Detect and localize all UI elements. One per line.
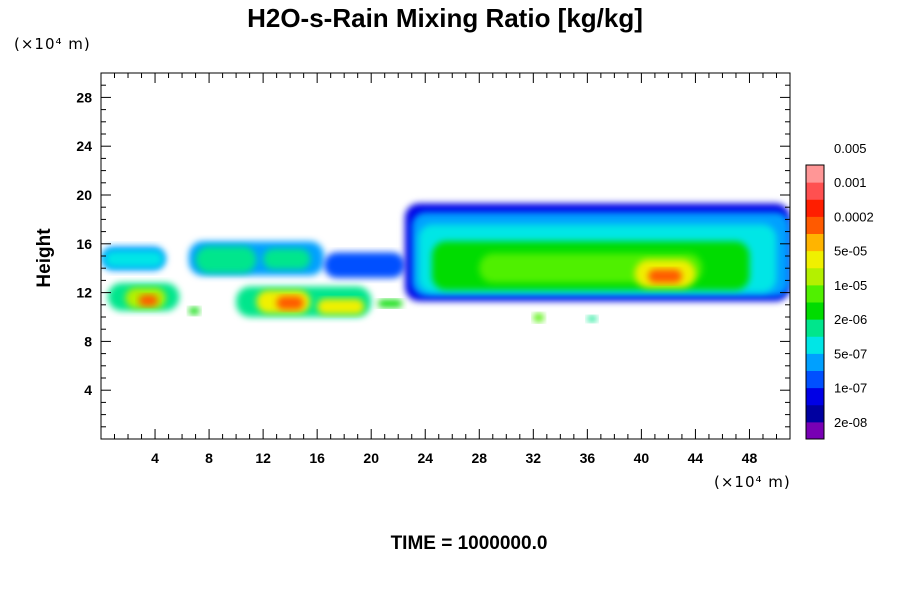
- x-tick-label: 8: [205, 450, 213, 466]
- y-tick-label: 24: [76, 138, 92, 154]
- field-region-11: [276, 296, 304, 310]
- field-region-23: [648, 269, 682, 283]
- x-tick-label: 44: [688, 450, 704, 466]
- colorbar-label: 2e-06: [834, 312, 867, 327]
- colorbar-swatch: [806, 233, 824, 252]
- field-region-14: [188, 307, 200, 315]
- colorbar-swatch: [806, 165, 824, 183]
- y-tick-label: 28: [76, 89, 92, 105]
- x-tick-label: 4: [151, 450, 159, 466]
- colorbar-swatch: [806, 319, 824, 337]
- y-tick-label: 16: [76, 236, 92, 252]
- colorbar-frame: [805, 164, 825, 440]
- colorbar-swatch: [806, 370, 824, 389]
- x-tick-label: 32: [526, 450, 542, 466]
- field-region-13: [377, 299, 403, 308]
- field-region-4: [263, 248, 311, 270]
- axis-ticks: [101, 73, 790, 439]
- colorbar-swatch: [806, 267, 824, 286]
- x-tick-label: 16: [309, 450, 325, 466]
- colorbar-label: 0.001: [834, 175, 867, 190]
- colorbar-label: 5e-05: [834, 244, 867, 259]
- colorbar-swatch: [806, 336, 824, 354]
- colorbar-label: 2e-08: [834, 415, 867, 430]
- field-region-3: [195, 246, 257, 274]
- x-tick-label: 28: [471, 450, 487, 466]
- y-tick-label: 8: [84, 333, 92, 349]
- colorbar-swatch: [806, 353, 824, 371]
- x-tick-label: 48: [742, 450, 758, 466]
- field-region-15: [533, 313, 545, 322]
- y-tick-label: 4: [84, 382, 92, 398]
- colorbar-label: 1e-07: [834, 381, 867, 396]
- chart-title: H2O-s-Rain Mixing Ratio [kg/kg]: [247, 3, 643, 33]
- field-region-1: [105, 251, 164, 267]
- x-unit-label: (×10⁴ m): [714, 473, 791, 491]
- x-tick-label: 40: [634, 450, 650, 466]
- colorbar-swatch: [806, 421, 824, 440]
- field-region-8: [138, 295, 158, 307]
- y-axis-title: Height: [34, 228, 55, 288]
- colorbar: 2e-08 1e-07 5e-07 2e-06 1e-05 5e-05 0.0002 0.00…: [806, 141, 874, 440]
- y-unit-label: (×10⁴ m): [14, 35, 91, 53]
- colorbar-label: 0.0002: [834, 209, 874, 224]
- colorbar-swatch: [806, 302, 824, 320]
- y-tick-label: 20: [76, 187, 92, 203]
- colorbar-swatch: [806, 387, 824, 406]
- time-label: TIME = 1000000.0: [391, 533, 548, 554]
- colorbar-swatch: [806, 284, 824, 303]
- rain-field: [101, 203, 790, 322]
- field-region-12: [317, 298, 365, 315]
- x-tick-label: 36: [580, 450, 596, 466]
- colorbar-label: 5e-07: [834, 346, 867, 361]
- colorbar-swatch: [806, 199, 824, 217]
- colorbar-label: 0.005: [834, 141, 867, 156]
- field-region-5: [323, 252, 405, 278]
- colorbar-swatch: [806, 216, 824, 234]
- field-region-16: [587, 315, 597, 322]
- colorbar-swatch: [806, 404, 824, 423]
- colorbar-label: 1e-05: [834, 278, 867, 293]
- colorbar-swatch: [806, 182, 824, 200]
- y-tick-label: 12: [76, 285, 92, 301]
- x-tick-label: 24: [417, 450, 433, 466]
- x-tick-label: 12: [255, 450, 271, 466]
- x-tick-label: 20: [363, 450, 379, 466]
- colorbar-swatch: [806, 250, 824, 269]
